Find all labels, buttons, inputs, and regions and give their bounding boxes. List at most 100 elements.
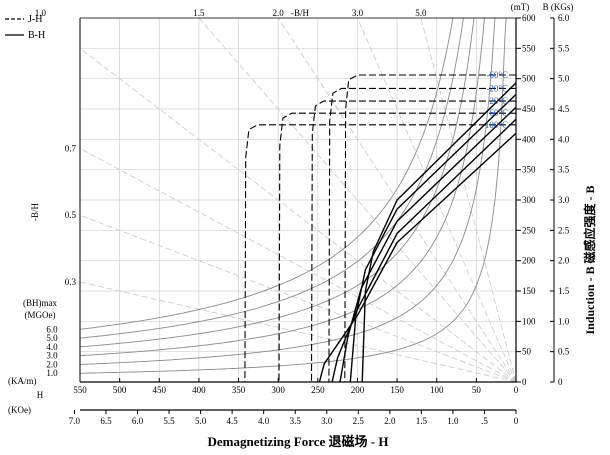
kgs-tick-label: 0 [558,377,563,387]
bhmax-curve [80,18,485,357]
koe-tick-label: 1.5 [416,416,428,426]
bhmax-value-label: 2.0 [46,359,58,369]
bhmax-curve [80,18,464,339]
grid-lines [79,17,517,383]
kgs-tick-label: 6.0 [558,13,570,23]
kgs-tick-label: 2.5 [558,225,570,235]
top-permeance-tick-label: 1.5 [193,8,205,18]
axes [73,17,555,414]
bh-curve--20°C [349,93,516,382]
kgs-tick-label: 1.5 [558,286,570,296]
jh-curve--60°C [344,74,516,382]
koe-tick-label: .5 [481,416,488,426]
top-permeance-tick-label: 5.0 [415,8,427,18]
kgs-tick-label: 2.0 [558,256,570,266]
temp-label: 100°C [485,120,508,130]
mt-tick-label: 600 [522,13,536,23]
x-tick-label: 400 [192,385,206,395]
left-permeance-tick-label: 0.7 [65,143,77,153]
koe-tick-label: 1.0 [447,416,459,426]
x-tick-label: 550 [73,385,87,395]
koe-tick-label: 4.0 [258,416,270,426]
x-tick-label: 350 [232,385,246,395]
koe-tick-label: 4.5 [227,416,239,426]
legend-jh-label: J-H [28,14,42,25]
mt-tick-label: 450 [522,104,536,114]
kgs-unit-label: B (KGs) [543,2,574,12]
temp-label: 60°C [489,108,508,118]
mt-tick-label: 400 [522,134,536,144]
koe-tick-label: 2.5 [353,416,365,426]
top-permeance-tick-label: 1.0 [35,8,47,18]
bh-curve-100°C [318,132,516,382]
x-tick-label: 500 [113,385,127,395]
koe-tick-label: 6.0 [132,416,144,426]
temp-label: -20°C [486,83,508,93]
bhmax-curve [80,18,454,330]
permeance-line [357,18,516,382]
permeance-line [80,214,516,382]
left-permeance-label: -B/H [30,202,40,221]
left-permeance-tick-label: 0.3 [65,277,77,287]
top-permeance-label: -B/H [291,8,310,18]
x-tick-label: 0 [514,385,519,395]
h-mid-label: H [37,390,44,400]
mt-tick-label: 350 [522,165,536,175]
mt-unit-label: (mT) [511,2,530,12]
top-permeance-tick-label: 2.0 [273,8,285,18]
koe-tick-label: 7.0 [69,416,81,426]
permeance-line [80,148,516,382]
series-curves [244,74,516,382]
bhmax-curve [80,18,475,348]
bh-curve-20°C [339,106,516,382]
bhmax-curves [80,18,507,374]
x-tick-label: 50 [472,385,482,395]
mt-tick-label: 100 [522,316,536,326]
ka-m-unit-label: (KA/m) [8,376,37,386]
jh-curve--20°C [328,87,516,382]
x-tick-label: 300 [271,385,285,395]
permeance-line [80,281,516,382]
y-axis-title: Induction - B 磁感应强度 - B [582,185,597,334]
bhmax-value-label: 5.0 [46,333,58,343]
mt-tick-label: 500 [522,74,536,84]
x-tick-label: 150 [390,385,404,395]
bhmax-curve [80,18,496,365]
bhmax-label-1: (BH)max [23,298,57,308]
temp-label: -60°C [486,70,508,80]
bh-curve--60°C [361,82,516,382]
x-tick-label: 200 [351,385,365,395]
bhmax-label-2: (MGOe) [25,310,56,320]
mt-tick-label: 0 [522,377,527,387]
kgs-tick-label: 3.5 [558,165,570,175]
x-tick-label: 450 [153,385,167,395]
kgs-tick-label: 4.5 [558,104,570,114]
bhmax-curve [80,18,507,374]
top-permeance-tick-label: 3.0 [352,8,364,18]
koe-tick-label: 6.5 [100,416,112,426]
legend: J-H B-H [5,14,45,41]
mt-tick-label: 150 [522,286,536,296]
kgs-tick-label: 5.5 [558,43,570,53]
kgs-tick-label: 3.0 [558,195,570,205]
kgs-tick-label: 4.0 [558,134,570,144]
x-axis-title: Demagnetizing Force 退磁场 - H [208,434,389,449]
x-tick-label: 250 [311,385,325,395]
mt-tick-label: 300 [522,195,536,205]
koe-tick-label: 3.0 [321,416,333,426]
koe-tick-label: 5.5 [163,416,175,426]
mt-tick-label: 50 [522,347,532,357]
bhmax-value-label: 6.0 [46,324,58,334]
kgs-tick-label: 0.5 [558,347,570,357]
koe-tick-label: 0 [514,416,519,426]
jh-curve-20°C [310,100,516,382]
permeance-line [80,47,516,382]
koe-unit-label: (KOe) [8,405,31,415]
bhmax-value-label: 4.0 [46,342,58,352]
kgs-tick-label: 1.0 [558,316,570,326]
koe-tick-label: 3.5 [290,416,302,426]
bhmax-value-label: 1.0 [46,368,58,378]
bh-curve-60°C [331,118,516,382]
